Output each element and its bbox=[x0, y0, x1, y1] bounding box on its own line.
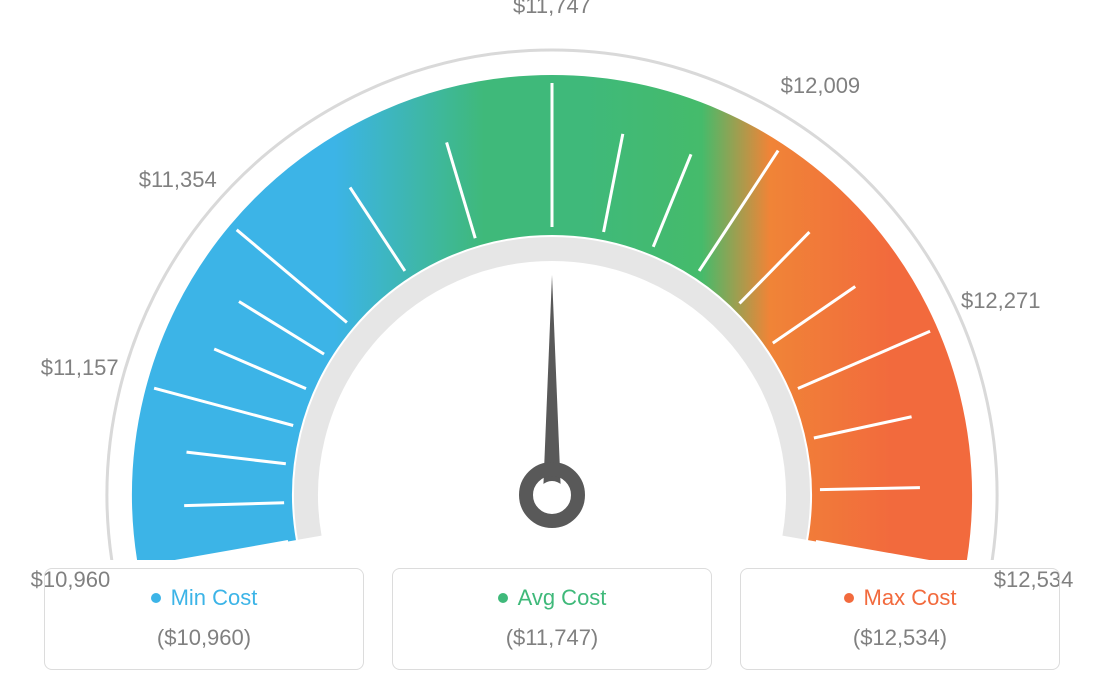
gauge-minor-tick bbox=[820, 488, 920, 490]
legend-avg-value: ($11,747) bbox=[403, 625, 701, 651]
gauge-tick-label: $11,747 bbox=[513, 0, 591, 19]
gauge-area: $10,960$11,157$11,354$11,747$12,009$12,2… bbox=[0, 0, 1104, 560]
gauge-tick-label: $11,354 bbox=[139, 167, 217, 193]
legend-avg-dot bbox=[498, 593, 508, 603]
legend-max-label: Max Cost bbox=[864, 585, 957, 611]
legend-avg-title: Avg Cost bbox=[498, 585, 607, 611]
legend-min-dot bbox=[151, 593, 161, 603]
legend-min-box: Min Cost ($10,960) bbox=[44, 568, 364, 670]
legend-max-box: Max Cost ($12,534) bbox=[740, 568, 1060, 670]
cost-gauge-chart: $10,960$11,157$11,354$11,747$12,009$12,2… bbox=[0, 0, 1104, 690]
gauge-tick-label: $12,009 bbox=[781, 73, 861, 99]
legend-avg-box: Avg Cost ($11,747) bbox=[392, 568, 712, 670]
legend-max-title: Max Cost bbox=[844, 585, 957, 611]
gauge-tick-label: $11,157 bbox=[41, 355, 119, 381]
legend-row: Min Cost ($10,960) Avg Cost ($11,747) Ma… bbox=[0, 568, 1104, 670]
legend-min-value: ($10,960) bbox=[55, 625, 353, 651]
legend-min-label: Min Cost bbox=[171, 585, 258, 611]
legend-max-dot bbox=[844, 593, 854, 603]
legend-avg-label: Avg Cost bbox=[518, 585, 607, 611]
gauge-svg bbox=[0, 0, 1104, 560]
legend-max-value: ($12,534) bbox=[751, 625, 1049, 651]
legend-min-title: Min Cost bbox=[151, 585, 258, 611]
gauge-tick-label: $12,271 bbox=[961, 288, 1041, 314]
gauge-needle-hub-hole bbox=[538, 481, 566, 509]
